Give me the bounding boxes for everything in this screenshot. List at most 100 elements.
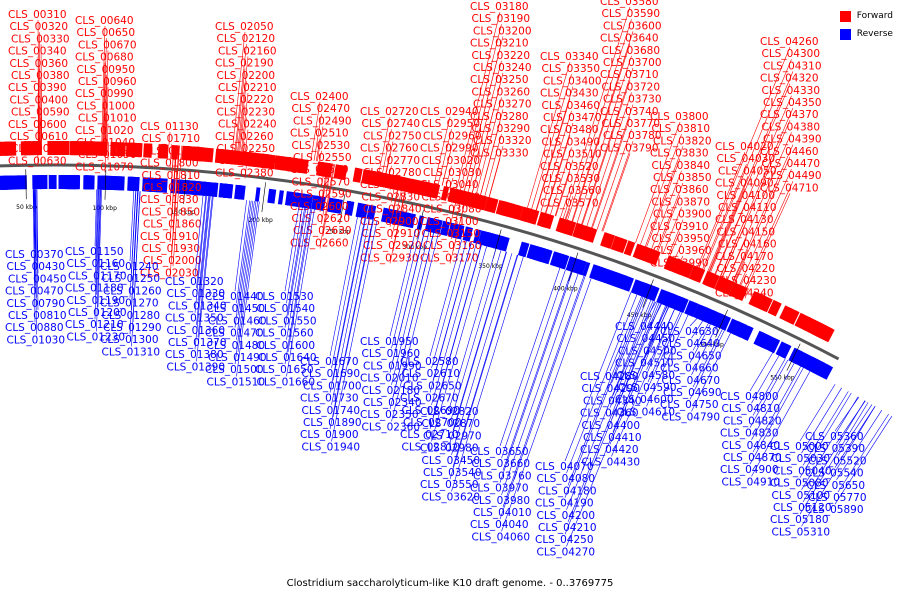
forward-leader-line (592, 116, 631, 229)
forward-leader-line (646, 158, 681, 248)
scale-tick-label: 450 kbp (627, 312, 652, 319)
forward-leader-line (581, 67, 634, 225)
reverse-gene-label: CLS_04420 (580, 444, 639, 456)
forward-leader-line (451, 188, 455, 203)
forward-feature (4, 141, 13, 156)
reverse-feature (267, 188, 277, 204)
forward-leader-line (316, 126, 324, 162)
reverse-leader-line (451, 256, 524, 492)
forward-feature (318, 161, 325, 177)
forward-leader-line (37, 19, 40, 142)
forward-leader-line (488, 158, 501, 198)
reverse-leader-line (197, 196, 213, 338)
forward-feature (688, 265, 703, 282)
forward-gene-label: CLS_03820 (653, 135, 712, 147)
reverse-leader-line (752, 366, 801, 453)
forward-leader-line (169, 145, 175, 206)
reverse-feature (32, 175, 43, 190)
reverse-leader-line (284, 208, 311, 365)
forward-gene-label: CLS_02550 (293, 152, 352, 164)
forward-feature (644, 248, 654, 263)
forward-gene-label: CLS_01770 (143, 145, 202, 157)
scale-tick (715, 309, 728, 338)
forward-gene-label: CLS_02770 (362, 155, 421, 167)
reverse-feature (568, 257, 582, 274)
forward-feature (352, 167, 361, 183)
reverse-feature (589, 264, 604, 281)
forward-gene-label: CLS_04330 (762, 85, 821, 97)
forward-feature (509, 203, 520, 220)
forward-feature (736, 285, 748, 302)
scale-tick-label: 400 kbp (553, 286, 578, 293)
reverse-gene-label: CLS_01450 (207, 303, 266, 315)
reverse-gene-label: CLS_04840 (722, 440, 781, 452)
forward-feature (241, 151, 255, 167)
forward-gene-label: CLS_03150 (422, 228, 481, 240)
forward-leader-line (101, 25, 106, 142)
forward-leader-line (310, 101, 321, 161)
forward-leader-line (241, 92, 249, 152)
forward-leader-line (449, 177, 454, 188)
forward-feature (704, 271, 720, 289)
reverse-gene-label: CLS_02580 (400, 356, 459, 368)
reverse-feature (624, 276, 634, 292)
forward-gene-label: CLS_02120 (217, 33, 276, 45)
reverse-feature (219, 183, 226, 198)
forward-feature (51, 141, 57, 156)
reverse-leader-line (611, 309, 675, 457)
forward-gene-label: CLS_04370 (760, 109, 819, 121)
reverse-leader-line (194, 195, 204, 277)
reverse-feature (426, 217, 436, 233)
forward-gene-label: CLS_02200 (217, 70, 276, 82)
reverse-leader-line (609, 296, 642, 372)
forward-gene-label: CLS_03640 (600, 33, 659, 45)
forward-gene-label: CLS_00960 (78, 76, 137, 88)
forward-leader-line (456, 11, 501, 190)
reverse-leader-line (799, 392, 852, 478)
reverse-feature (207, 182, 219, 197)
forward-leader-line (104, 141, 107, 173)
forward-gene-label: CLS_02960 (423, 130, 482, 142)
forward-gene-label: CLS_03320 (473, 135, 532, 147)
reverse-gene-label: CLS_04450 (617, 333, 676, 345)
reverse-feature (805, 356, 818, 372)
forward-gene-label: CLS_03780 (603, 130, 662, 142)
reverse-leader-line (234, 201, 257, 365)
reverse-feature (462, 226, 474, 242)
forward-leader-line (321, 162, 326, 188)
reverse-leader-line (611, 303, 661, 420)
reverse-feature (732, 321, 747, 338)
forward-feature (748, 291, 763, 308)
reverse-leader-line (36, 189, 39, 274)
reverse-gene-label: CLS_01370 (168, 337, 227, 349)
forward-feature (428, 183, 441, 199)
forward-feature (755, 294, 769, 311)
reverse-leader-line (97, 189, 102, 308)
reverse-feature (74, 175, 80, 190)
forward-leader-line (242, 117, 247, 152)
forward-gene-label: CLS_02380 (215, 167, 274, 179)
reverse-gene-label: CLS_02340 (363, 397, 422, 409)
forward-leader-line (235, 68, 246, 151)
forward-gene-label: CLS_02830 (362, 191, 421, 203)
forward-gene-label: CLS_03030 (423, 167, 482, 179)
reverse-gene-label: CLS_02360 (362, 421, 421, 433)
reverse-leader-line (452, 254, 518, 468)
reverse-leader-line (502, 275, 585, 508)
forward-gene-label: CLS_03270 (473, 99, 532, 111)
forward-leader-line (172, 145, 183, 267)
reverse-gene-label: CLS_01320 (165, 276, 224, 288)
forward-gene-label: CLS_02950 (422, 118, 481, 130)
forward-feature (600, 232, 609, 247)
forward-leader-line (545, 122, 574, 214)
reverse-gene-label: CLS_02180 (362, 385, 421, 397)
forward-feature (116, 142, 126, 157)
reverse-feature (718, 314, 731, 331)
forward-leader-line (104, 50, 109, 142)
reverse-feature (400, 211, 408, 227)
forward-gene-label: CLS_02000 (143, 255, 202, 267)
forward-gene-label: CLS_02210 (218, 82, 277, 94)
forward-leader-line (702, 164, 747, 269)
forward-gene-label: CLS_03740 (600, 106, 659, 118)
reverse-gene-label: CLS_04040 (470, 519, 529, 531)
